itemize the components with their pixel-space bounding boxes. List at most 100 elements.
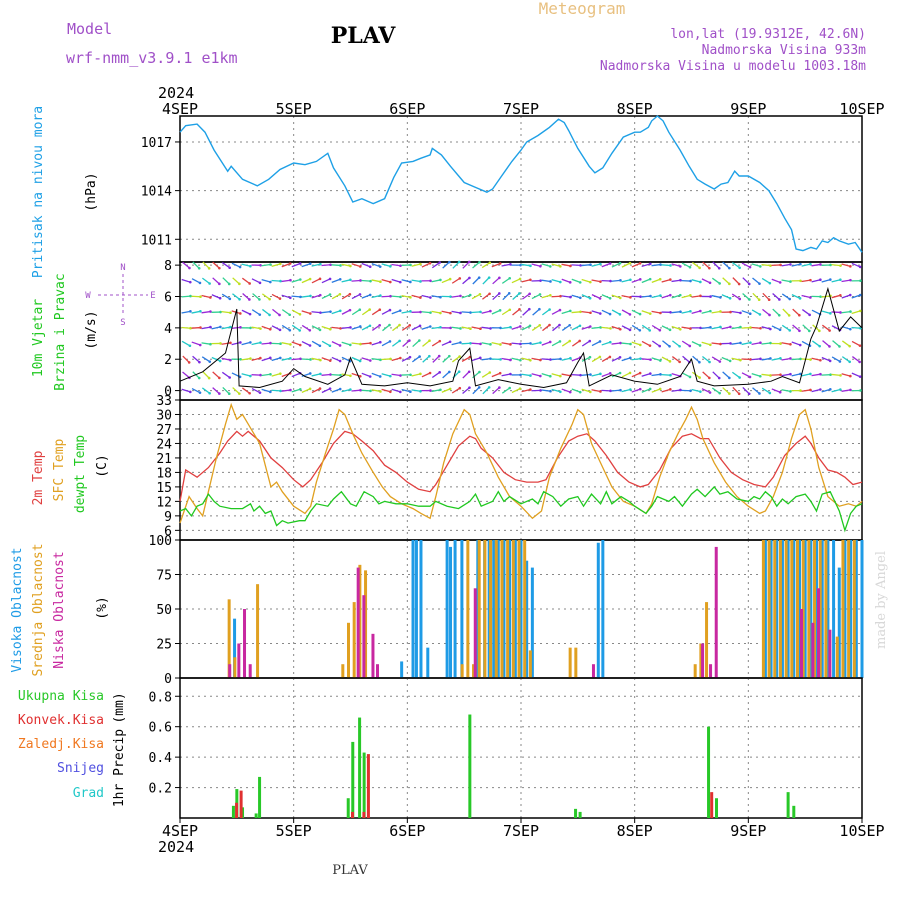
year-bottom: 2024 xyxy=(158,838,194,856)
wind-arrowhead xyxy=(328,387,332,390)
wind-arrowhead xyxy=(629,388,632,391)
wind-arrowhead xyxy=(318,387,322,390)
wind-arrowhead xyxy=(448,277,452,281)
wind-arrowhead xyxy=(589,311,592,315)
wind-arrowhead xyxy=(428,371,432,375)
wind-arrowhead xyxy=(358,293,362,296)
wind-arrow xyxy=(492,277,500,285)
wind-arrow xyxy=(331,278,341,283)
wind-arrowhead xyxy=(779,342,782,345)
wind-arrowhead xyxy=(549,280,552,283)
cloud-high-bar xyxy=(400,661,404,678)
wind-arrow xyxy=(601,372,611,378)
wind-arrowhead xyxy=(728,359,732,363)
wind-arrow xyxy=(341,326,351,329)
wind-arrow xyxy=(561,340,571,347)
wind-arrowhead xyxy=(698,360,701,364)
wind-arrow xyxy=(421,294,431,299)
wind-arrowhead xyxy=(638,328,642,332)
wind-arrow xyxy=(712,261,720,269)
wind-arrow xyxy=(521,279,531,283)
wind-arrow xyxy=(411,294,421,299)
wind-arrowhead xyxy=(269,341,272,345)
temp2m-label: 2m Temp xyxy=(31,450,46,505)
wind-arrow xyxy=(671,311,681,314)
wind-arrowhead xyxy=(538,293,542,296)
wind-arrowhead xyxy=(268,356,272,360)
wind-arrow xyxy=(531,342,541,346)
wind-arrow xyxy=(621,262,631,268)
wind-arrowhead xyxy=(489,343,492,346)
wind-arrowhead xyxy=(509,372,512,376)
cloud-low-bar xyxy=(714,546,718,678)
wind-arrow xyxy=(541,372,551,377)
wind-arrowhead xyxy=(279,356,282,360)
wind-arrow xyxy=(321,278,331,284)
wind-arrowhead xyxy=(778,298,781,301)
wind-arrow xyxy=(631,262,641,268)
wind-arrow xyxy=(651,388,661,393)
wind-arrowhead xyxy=(278,313,281,317)
wind-arrow xyxy=(751,326,761,329)
wind-arrow xyxy=(321,357,331,362)
wind-arrowhead xyxy=(248,391,251,395)
wind-arrow xyxy=(411,325,421,331)
wind-arrowhead xyxy=(478,260,481,264)
wind-arrow xyxy=(762,292,770,301)
wind-arrow xyxy=(271,293,281,300)
wind-arrow xyxy=(301,278,311,284)
wind-arrowhead xyxy=(208,360,212,363)
wind-arrowhead xyxy=(649,358,652,361)
wind-arrow xyxy=(331,341,341,347)
wind-arrow xyxy=(681,310,691,314)
wind-arrow xyxy=(291,388,301,393)
wind-arrow xyxy=(761,387,771,394)
wind-arrow xyxy=(621,342,631,345)
wind-arrowhead xyxy=(469,327,472,331)
wind-arrow xyxy=(431,340,441,347)
wind-arrow xyxy=(341,279,351,283)
cloud-low-bar xyxy=(828,629,832,678)
wind-arrow xyxy=(781,279,791,283)
wind-arrow xyxy=(742,277,750,285)
cloud-low-bar xyxy=(356,567,360,678)
wind-arrowhead xyxy=(739,341,742,345)
wind-arrowhead xyxy=(848,293,852,297)
wind-arrowhead xyxy=(358,308,362,312)
wind-arrow xyxy=(381,358,391,361)
wind-arrowhead xyxy=(618,371,622,375)
top-day-label: 9SEP xyxy=(730,100,766,118)
wind-arrow xyxy=(371,309,381,316)
wind-arrowhead xyxy=(469,311,472,314)
wind-arrowhead xyxy=(569,264,572,268)
wind-arrowhead xyxy=(548,308,551,311)
wind-arrowhead xyxy=(737,282,741,286)
wind-arrow xyxy=(581,264,591,267)
wind-arrowhead xyxy=(539,389,542,392)
wind-arrowhead xyxy=(518,308,521,311)
wind-arrowhead xyxy=(368,265,372,269)
wind-arrow xyxy=(301,372,311,377)
wind-arrowhead xyxy=(468,293,472,297)
cloud-high-bar xyxy=(233,618,237,678)
wind-arrowhead xyxy=(449,326,452,330)
wind-arrowhead xyxy=(328,277,332,281)
wind-arrow xyxy=(481,342,491,345)
temp-tick-label: 18 xyxy=(156,466,172,481)
precip-total-bar xyxy=(358,717,362,818)
wind-arrowhead xyxy=(689,279,692,283)
wind-arrow xyxy=(251,387,261,394)
wind-arrow xyxy=(731,293,741,300)
wind-arrowhead xyxy=(738,266,741,270)
wind-arrowhead xyxy=(467,370,471,374)
wind-arrowhead xyxy=(529,358,532,362)
wind-arrowhead xyxy=(189,326,192,330)
wind-tick-label: 2 xyxy=(164,353,172,368)
wind-arrow xyxy=(581,294,591,299)
wind-arrowhead xyxy=(769,341,772,345)
wind-arrow xyxy=(741,342,751,346)
wind-arrow xyxy=(221,326,231,330)
wind-arrow xyxy=(611,389,621,392)
wind-arrowhead xyxy=(508,386,511,390)
wind-arrow xyxy=(191,387,201,394)
